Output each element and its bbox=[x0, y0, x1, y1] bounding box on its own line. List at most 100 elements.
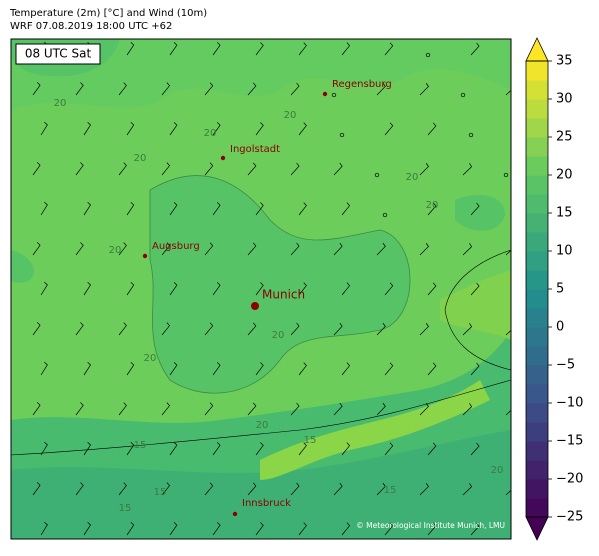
city-marker bbox=[220, 155, 226, 161]
wind-barb bbox=[83, 441, 91, 456]
wind-barb bbox=[204, 322, 214, 336]
city-marker bbox=[251, 302, 259, 310]
wind-barb bbox=[341, 522, 351, 536]
colorbar-band bbox=[526, 441, 548, 461]
wind-barb bbox=[204, 482, 214, 496]
wind-barb bbox=[204, 162, 214, 176]
map-frame bbox=[10, 38, 512, 540]
wind-barb bbox=[419, 403, 429, 416]
wind-barb bbox=[376, 82, 386, 96]
wind-barb bbox=[83, 201, 91, 216]
wind-barb bbox=[514, 523, 522, 535]
wind-barb bbox=[514, 363, 522, 375]
wind-barb bbox=[384, 282, 394, 296]
wind-barb bbox=[126, 522, 135, 536]
wind-barb bbox=[161, 482, 171, 496]
colorbar-band bbox=[526, 232, 548, 252]
wind-barb bbox=[384, 42, 394, 56]
wind-barb bbox=[376, 322, 386, 336]
wind-barb bbox=[204, 242, 214, 256]
wind-barb bbox=[427, 522, 437, 536]
wind-barb bbox=[83, 121, 91, 136]
wind-barb bbox=[126, 202, 135, 216]
colorbar-band bbox=[526, 251, 548, 271]
wind-barb bbox=[514, 43, 522, 55]
wind-barb bbox=[298, 282, 307, 296]
colorbar-band bbox=[526, 270, 548, 290]
wind-barb bbox=[290, 242, 300, 256]
contour-label: 20 bbox=[144, 353, 157, 364]
wind-barb bbox=[462, 483, 473, 496]
wind-barb bbox=[505, 249, 511, 256]
wind-barb bbox=[427, 122, 437, 136]
colorbar-band bbox=[526, 137, 548, 157]
colorbar-tick-label: −20 bbox=[556, 472, 583, 487]
wind-barb bbox=[247, 242, 257, 256]
colorbar-tick-label: 15 bbox=[556, 206, 573, 221]
wind-barb bbox=[333, 402, 343, 416]
wind-barb bbox=[255, 442, 264, 456]
contour-label: 15 bbox=[154, 487, 167, 498]
wind-barb bbox=[298, 362, 307, 376]
wind-barb bbox=[255, 42, 264, 56]
wind-barb bbox=[384, 362, 394, 376]
wind-barb bbox=[161, 162, 171, 176]
wind-barb bbox=[126, 42, 135, 56]
title: Temperature (2m) [°C] and Wind (10m) bbox=[9, 8, 207, 19]
colorbar-band bbox=[526, 289, 548, 309]
wind-barb bbox=[290, 402, 300, 416]
calm-marker bbox=[468, 132, 474, 138]
calm-marker bbox=[503, 172, 509, 178]
calm-marker bbox=[512, 213, 516, 217]
wind-barb bbox=[298, 122, 307, 136]
wind-barb bbox=[427, 282, 437, 296]
wind-barb bbox=[118, 162, 127, 176]
calm-marker bbox=[331, 92, 337, 98]
colorbar-band bbox=[526, 422, 548, 442]
colorbar-band bbox=[526, 118, 548, 138]
wind-barb bbox=[118, 402, 127, 416]
wind-barb bbox=[169, 42, 178, 56]
wind-barb bbox=[212, 522, 221, 536]
wind-barb bbox=[341, 282, 351, 296]
wind-barb bbox=[505, 329, 511, 336]
wind-barb bbox=[40, 281, 48, 296]
wind-barb bbox=[419, 323, 429, 336]
contour-label: 20 bbox=[204, 128, 217, 139]
wind-barb bbox=[118, 322, 127, 336]
colorbar-band bbox=[526, 327, 548, 347]
wind-barb bbox=[298, 202, 307, 216]
colorbar-band bbox=[526, 99, 548, 119]
wind-barb bbox=[470, 442, 480, 456]
city-label: Augsburg bbox=[152, 241, 200, 252]
wind-barb bbox=[255, 202, 264, 216]
wind-barb bbox=[255, 122, 264, 136]
wind-barb bbox=[341, 202, 351, 216]
wind-barb bbox=[83, 281, 91, 296]
contour-label: 20 bbox=[109, 245, 122, 256]
map-field bbox=[11, 39, 511, 539]
wind-barb bbox=[169, 522, 178, 536]
wind-barb bbox=[32, 82, 41, 96]
colorbar-extend-top bbox=[525, 37, 549, 62]
wind-barb bbox=[118, 242, 127, 256]
contour-label: 20 bbox=[134, 153, 147, 164]
wind-barb bbox=[247, 162, 257, 176]
wind-barb bbox=[462, 323, 473, 336]
wind-barb bbox=[247, 482, 257, 496]
colorbar-tick-label: 5 bbox=[556, 282, 564, 297]
wind-barb bbox=[204, 402, 214, 416]
colorbar-tick-label: −5 bbox=[556, 358, 575, 373]
contour-label: 20 bbox=[491, 465, 504, 476]
wind-barb bbox=[75, 82, 84, 96]
city-label: Ingolstadt bbox=[230, 144, 280, 155]
wind-barb bbox=[341, 362, 351, 376]
colorbar-tick-label: −15 bbox=[556, 434, 583, 449]
wind-barb bbox=[290, 482, 300, 496]
wind-barb bbox=[83, 521, 91, 536]
wind-barb bbox=[40, 121, 48, 136]
colorbar-tick-label: 35 bbox=[556, 54, 573, 69]
colorbar-tick-label: 20 bbox=[556, 168, 573, 183]
